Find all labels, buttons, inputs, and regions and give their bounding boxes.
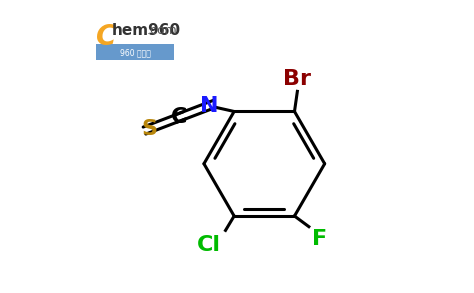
Text: Br: Br bbox=[283, 69, 311, 89]
Text: 960 化工网: 960 化工网 bbox=[119, 49, 150, 58]
Text: C: C bbox=[96, 23, 117, 51]
Text: C: C bbox=[171, 107, 188, 127]
Text: hem960: hem960 bbox=[112, 23, 181, 38]
FancyBboxPatch shape bbox=[96, 45, 174, 60]
Text: .com: .com bbox=[146, 24, 177, 37]
Text: N: N bbox=[201, 96, 219, 116]
Text: F: F bbox=[312, 229, 327, 249]
Text: Cl: Cl bbox=[197, 235, 221, 255]
Text: S: S bbox=[141, 119, 157, 139]
